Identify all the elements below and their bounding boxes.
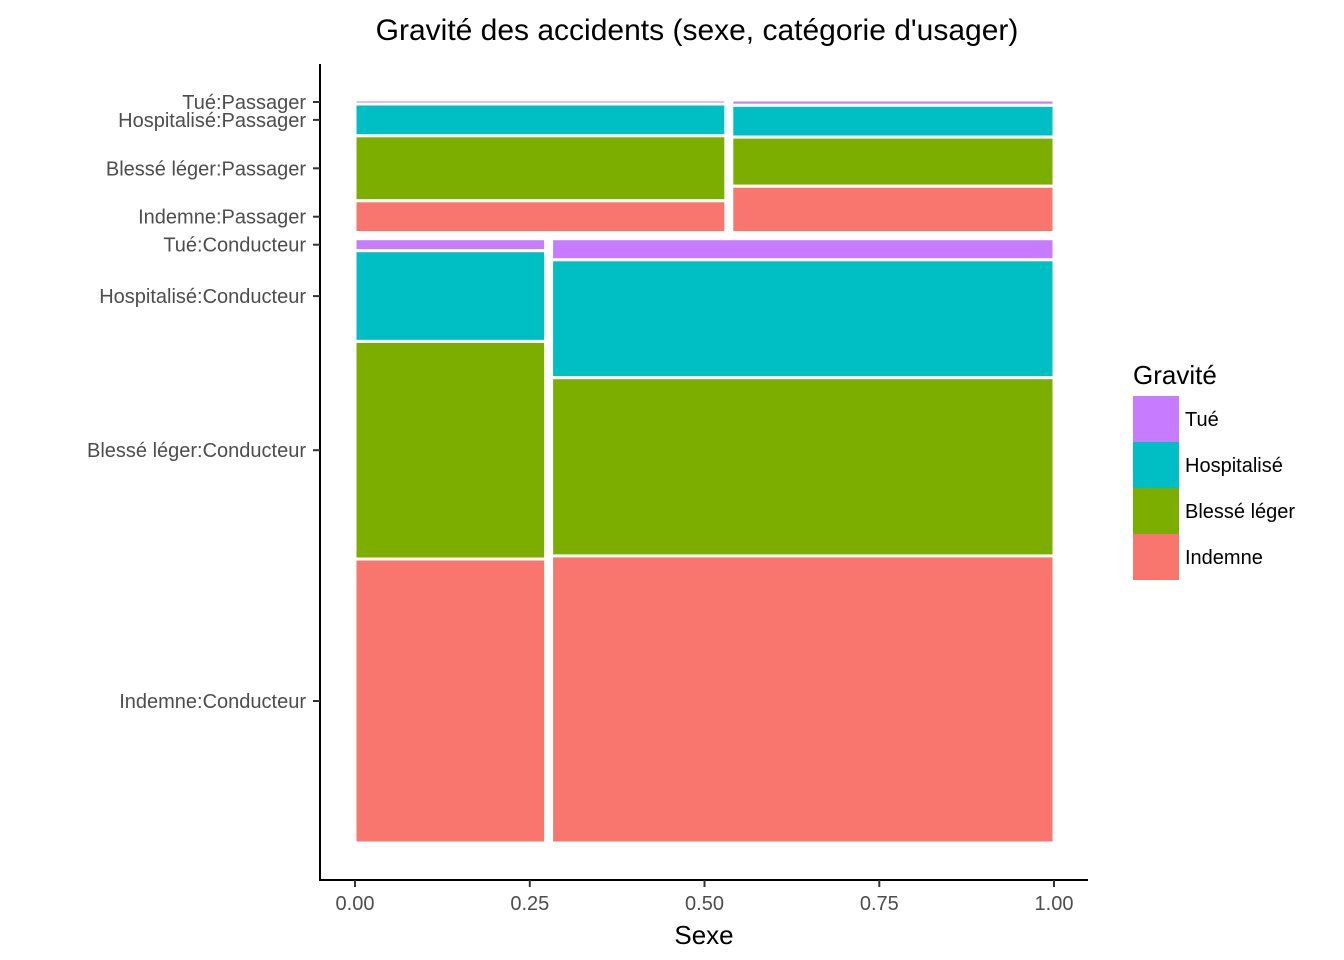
tile-tue-conducteur-col2 (550, 237, 1056, 262)
x-tick-label: 1.00 (1035, 893, 1074, 915)
y-tick-label: Hospitalisé:Conducteur (99, 286, 306, 308)
legend-key-tue (1133, 396, 1179, 442)
y-tick-label: Blessé léger:Conducteur (87, 440, 306, 462)
tile-indemne-conducteur-col1 (353, 557, 548, 845)
legend-key-indemne (1133, 534, 1179, 580)
y-tick-label: Blessé léger:Passager (106, 158, 306, 180)
legend-label-indemne: Indemne (1185, 547, 1263, 569)
x-axis-ticks: 0.00 0.25 0.50 0.75 1.00 (336, 880, 1074, 915)
legend-label-blesse-leger: Blessé léger (1185, 501, 1295, 523)
chart-title: Gravité des accidents (sexe, catégorie d… (376, 14, 1019, 47)
y-tick-label: Indemne:Passager (138, 207, 306, 229)
tile-blesse-leger-passager-col1 (353, 134, 728, 203)
tile-hospitalise-passager-col1 (353, 102, 728, 138)
tile-blesse-leger-passager-col2 (730, 135, 1056, 188)
y-tick-label: Tué:Passager (182, 92, 306, 114)
tile-indemne-passager-col2 (730, 184, 1056, 235)
legend: Gravité Tué Hospitalisé Blessé léger Indemn… (1133, 360, 1295, 580)
y-tick-label: Hospitalisé:Passager (118, 110, 306, 132)
tile-blesse-leger-conducteur-col2 (550, 376, 1056, 558)
tile-hospitalise-conducteur-col1 (353, 249, 548, 343)
x-tick-label: 0.50 (685, 893, 724, 915)
plot-area (353, 98, 1056, 845)
legend-title: Gravité (1133, 360, 1217, 390)
y-tick-label: Indemne:Conducteur (119, 691, 306, 713)
tile-hospitalise-conducteur-col2 (550, 258, 1056, 380)
x-axis-title: Sexe (674, 920, 733, 950)
legend-label-hospitalise: Hospitalisé (1185, 455, 1283, 477)
tile-blesse-leger-conducteur-col1 (353, 339, 548, 561)
tile-indemne-passager-col1 (353, 199, 728, 235)
legend-label-tue: Tué (1185, 409, 1219, 431)
x-tick-label: 0.75 (860, 893, 899, 915)
tile-hospitalise-passager-col2 (730, 103, 1056, 139)
legend-key-blesse-leger (1133, 488, 1179, 534)
x-tick-label: 0.00 (336, 893, 375, 915)
y-tick-label: Tué:Conducteur (163, 235, 306, 257)
x-tick-label: 0.25 (510, 893, 549, 915)
legend-key-hospitalise (1133, 442, 1179, 488)
tile-tue-conducteur-col1 (353, 237, 548, 253)
tile-indemne-conducteur-col2 (550, 554, 1056, 845)
